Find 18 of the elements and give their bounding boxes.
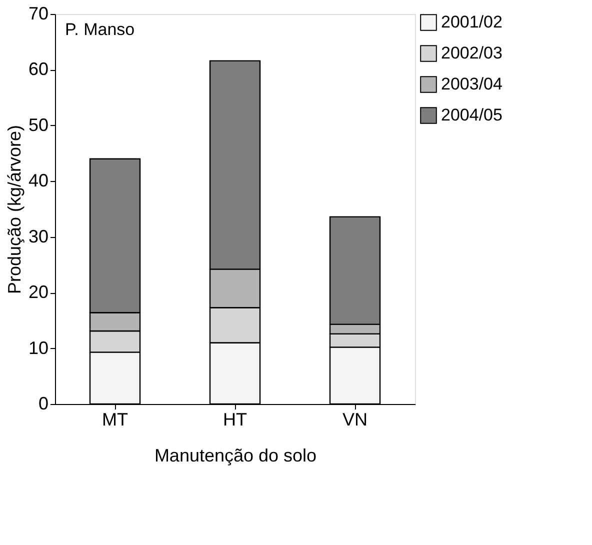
y-tick-label: 40 <box>28 170 48 191</box>
y-axis-title: Produção (kg/árvore) <box>4 124 24 294</box>
annotation: P. Manso <box>65 20 135 39</box>
y-tick-label: 20 <box>28 282 48 302</box>
y-tick-label: 30 <box>28 226 48 246</box>
y-tick-label: 50 <box>28 114 48 135</box>
y-tick-label: 10 <box>28 338 48 358</box>
x-tick-label: VN <box>342 410 368 430</box>
x-tick-label: MT <box>102 410 128 430</box>
legend-label: 2003/04 <box>441 74 502 94</box>
y-tick-label: 0 <box>38 394 48 414</box>
legend-label: 2001/02 <box>441 12 502 32</box>
legend-label: 2002/03 <box>441 44 502 62</box>
x-tick-label: HT <box>223 410 247 430</box>
y-tick-label: 60 <box>28 59 48 80</box>
legend-label: 2004/05 <box>441 106 502 124</box>
y-tick-label: 70 <box>28 4 48 24</box>
x-axis-title: Manutenção do solo <box>154 446 317 466</box>
